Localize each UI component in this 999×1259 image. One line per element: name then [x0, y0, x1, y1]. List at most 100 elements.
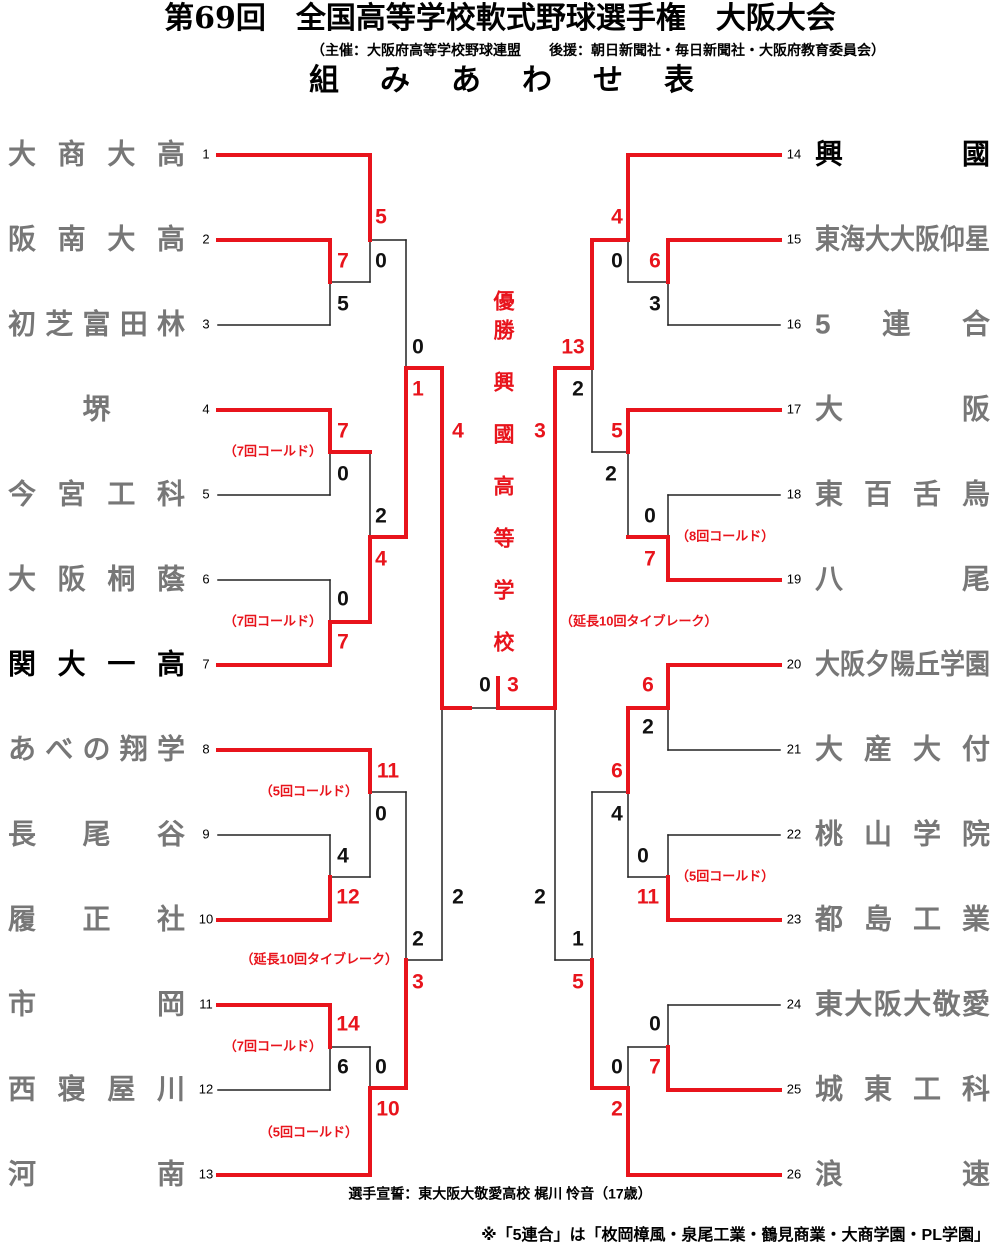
game-note: （5回コールド）	[260, 783, 358, 798]
team-name: 堺	[82, 393, 111, 424]
score: 0	[649, 1013, 661, 1036]
champion-label: 優勝	[491, 290, 515, 348]
score: 3	[412, 971, 424, 994]
team-name: 大阪夕陽丘学園	[815, 647, 990, 679]
team-name: 大阪	[815, 393, 990, 424]
score: 7	[649, 1056, 661, 1079]
score: 2	[412, 928, 424, 951]
score: 0	[375, 803, 387, 826]
champion-name: 興國高等学校	[491, 371, 515, 683]
title: 第69回 全国高等学校軟式野球選手権 大阪大会	[164, 1, 836, 36]
score: 2	[375, 505, 387, 528]
game-note: （7回コールド）	[224, 443, 322, 458]
team-name: あべの翔学	[8, 732, 185, 764]
team-name: 河南	[8, 1158, 185, 1189]
score: 2	[642, 716, 654, 739]
score: 4	[375, 548, 387, 571]
team-name: 長尾谷	[8, 818, 186, 849]
seed-number: 7	[202, 656, 209, 671]
score: 5	[572, 971, 584, 994]
score: 10	[376, 1098, 399, 1121]
score: 1	[572, 928, 584, 951]
team-name: 興國	[815, 138, 990, 169]
score: 2	[452, 886, 464, 909]
team-name: 都島工業	[814, 903, 990, 934]
seed-number: 18	[787, 486, 801, 501]
score: 7	[644, 548, 656, 571]
team-name: 東百舌鳥	[815, 477, 990, 509]
score: 3	[507, 674, 519, 697]
game-note: （5回コールド）	[260, 1124, 358, 1139]
seed-number: 10	[199, 911, 213, 926]
score: 4	[452, 420, 464, 443]
score: 2	[611, 1098, 623, 1121]
score: 3	[649, 293, 661, 316]
seed-number: 12	[199, 1081, 213, 1096]
team-name: 関大一高	[8, 648, 185, 679]
seed-number: 2	[202, 231, 209, 246]
footnote: ※「5連合」は「枚岡樟風・泉尾工業・鶴見商業・大商学園・PL学園」	[481, 1225, 990, 1244]
score: 0	[637, 845, 649, 868]
team-name: 城東工科	[815, 1073, 990, 1104]
seed-number: 15	[787, 231, 801, 246]
seed-number: 24	[787, 996, 801, 1011]
score: 2	[572, 378, 584, 401]
score: 0	[337, 463, 349, 486]
seed-number: 20	[787, 656, 801, 671]
team-name: 大産大付	[815, 732, 990, 764]
score: 14	[336, 1013, 360, 1036]
team-name: 桃山学院	[815, 817, 990, 849]
seed-number: 14	[787, 146, 801, 161]
score: 4	[611, 206, 623, 229]
score: 0	[375, 250, 387, 273]
team-name: 5連合	[815, 307, 991, 339]
seed-number: 9	[202, 826, 209, 841]
seed-number: 1	[202, 146, 209, 161]
score: 0	[479, 674, 491, 697]
score: 1	[412, 378, 424, 401]
score: 5	[337, 293, 349, 316]
team-name: 八尾	[815, 563, 990, 594]
team-name: 初芝富田林	[8, 307, 185, 339]
seed-number: 26	[787, 1166, 801, 1181]
score: 5	[611, 420, 623, 443]
seed-number: 4	[202, 401, 209, 416]
score: 3	[534, 420, 546, 443]
team-name: 阪南大高	[8, 223, 185, 254]
game-note: （7回コールド）	[224, 1038, 322, 1053]
seed-number: 16	[787, 316, 801, 331]
game-note: （8回コールド）	[676, 528, 774, 543]
score: 0	[337, 588, 349, 611]
score: 0	[412, 336, 424, 359]
score: 6	[642, 674, 654, 697]
score: 6	[611, 760, 623, 783]
seed-number: 8	[202, 741, 209, 756]
score: 2	[534, 886, 546, 909]
seed-number: 25	[787, 1081, 801, 1096]
seed-number: 19	[787, 571, 801, 586]
team-name: 東大阪大敬愛	[815, 988, 990, 1019]
score: 12	[336, 886, 359, 909]
seed-number: 21	[787, 741, 801, 756]
score: 6	[649, 250, 661, 273]
seed-number: 17	[787, 401, 801, 416]
score: 4	[611, 803, 623, 826]
team-name: 大阪桐蔭	[8, 563, 186, 594]
score: 2	[605, 463, 617, 486]
team-name: 東海大大阪仰星	[815, 223, 990, 254]
team-name: 西寝屋川	[8, 1072, 185, 1104]
score: 5	[375, 206, 387, 229]
score: 7	[337, 420, 349, 443]
seed-number: 11	[199, 996, 213, 1011]
seed-number: 13	[199, 1166, 213, 1181]
score: 0	[375, 1056, 387, 1079]
score: 6	[337, 1056, 349, 1079]
game-note: （延長10回タイブレーク）	[241, 951, 398, 966]
seed-number: 3	[202, 316, 209, 331]
heading: 組みあわせ表	[309, 63, 694, 98]
score: 7	[337, 631, 349, 654]
game-note: （7回コールド）	[224, 613, 322, 628]
score: 7	[337, 250, 349, 273]
score: 0	[611, 250, 623, 273]
